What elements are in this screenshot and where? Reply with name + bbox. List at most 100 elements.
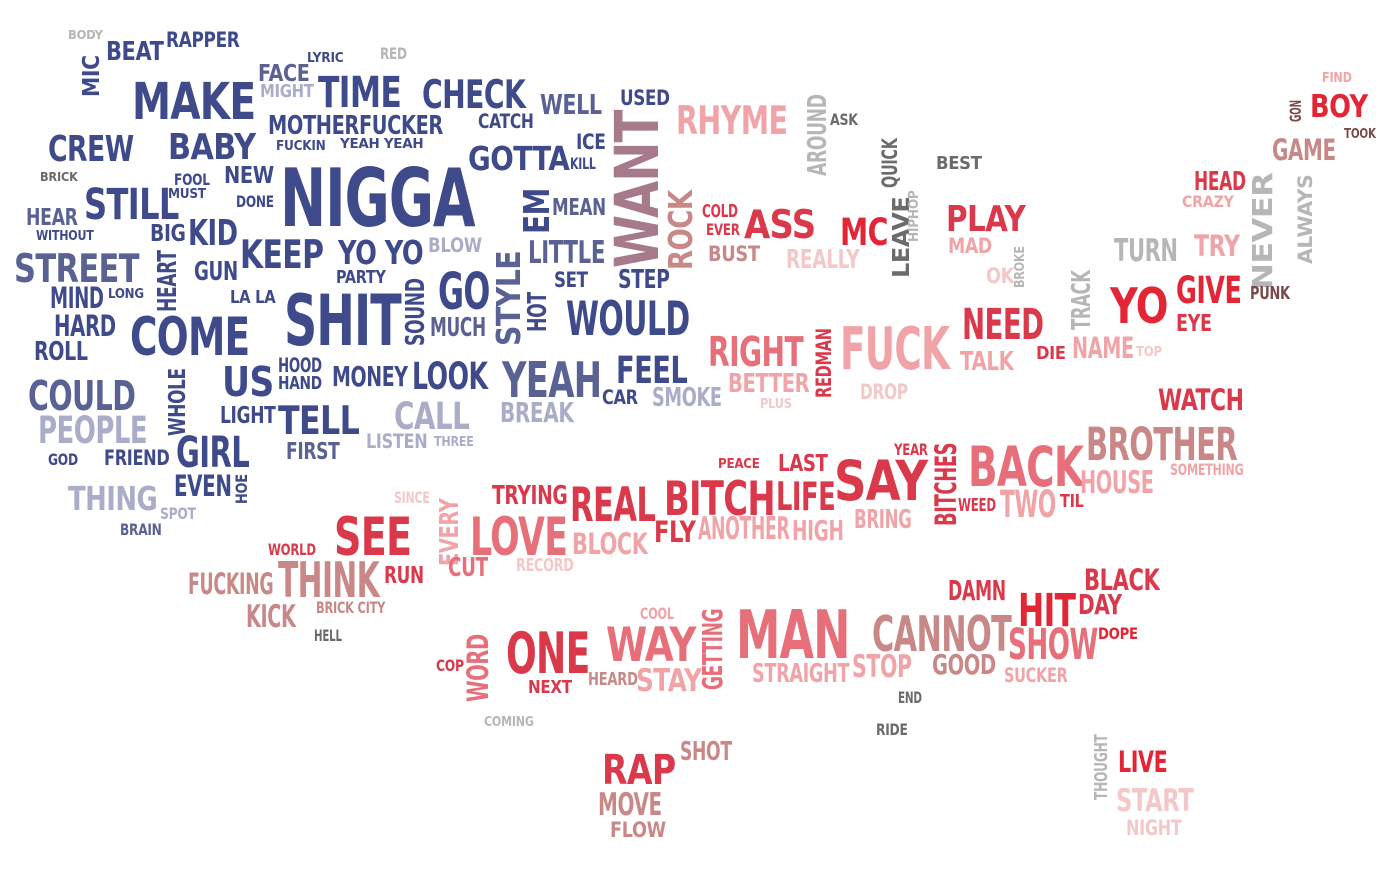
word-rhyme: RHYME — [676, 99, 788, 144]
word-fucking: FUCKING — [188, 567, 274, 601]
word-block: BLOCK — [572, 527, 648, 561]
word-boy: BOY — [1310, 89, 1368, 125]
word-another: ANOTHER — [698, 511, 790, 547]
word-em: EM — [517, 188, 558, 234]
word-come: COME — [130, 307, 250, 368]
word-us: US — [222, 358, 274, 406]
word-mic: MIC — [77, 55, 105, 97]
word-hood: HOOD — [278, 354, 322, 377]
word-end: END — [898, 688, 922, 707]
word-call: CALL — [394, 394, 470, 438]
word-heard: HEARD — [588, 670, 638, 690]
word-look: LOOK — [412, 354, 488, 398]
word-game: GAME — [1272, 133, 1336, 167]
word-kill: KILL — [570, 154, 596, 173]
word-much: MUCH — [430, 313, 486, 343]
word-real: REAL — [570, 478, 656, 533]
word-name: NAME — [1072, 331, 1134, 365]
word-beat: BEAT — [106, 37, 164, 67]
word-new: NEW — [224, 161, 274, 189]
word-man: MAN — [736, 596, 851, 674]
word-fool: FOOL — [174, 170, 210, 189]
word-street: STREET — [14, 247, 140, 292]
word-play: PLAY — [946, 199, 1026, 240]
word-must: MUST — [168, 186, 206, 202]
word-catch: CATCH — [478, 110, 534, 133]
word-need: NEED — [962, 300, 1044, 350]
word-around: AROUND — [803, 94, 833, 176]
word-took: TOOK — [1344, 126, 1376, 142]
word-day: DAY — [1078, 590, 1122, 621]
word-ok: OK — [986, 264, 1014, 289]
word-shit: SHIT — [284, 280, 402, 362]
word-better: BETTER — [728, 369, 810, 399]
word-yeah-yeah: YEAH YEAH — [340, 136, 424, 152]
word-face: FACE — [258, 59, 310, 87]
word-listen: LISTEN — [366, 430, 428, 453]
word-top: TOP — [1136, 344, 1162, 360]
word-gun: GUN — [194, 257, 238, 287]
word-something: SOMETHING — [1170, 460, 1244, 479]
word-world: WORLD — [268, 540, 316, 559]
word-whole: WHOLE — [163, 368, 191, 436]
word-watch: WATCH — [1158, 383, 1244, 417]
word-people: PEOPLE — [38, 408, 148, 452]
word-shot: SHOT — [680, 737, 732, 767]
word-turn: TURN — [1114, 233, 1178, 269]
word-drop: DROP — [860, 380, 908, 405]
word-always: ALWAYS — [1294, 174, 1317, 264]
word-party: PARTY — [336, 268, 386, 288]
word-try: TRY — [1194, 229, 1240, 263]
word-damn: DAMN — [948, 576, 1006, 607]
word-hand: HAND — [278, 374, 322, 394]
word-rock: ROCK — [661, 190, 700, 270]
word-black: BLACK — [1084, 563, 1160, 597]
word-used: USED — [620, 86, 670, 111]
word-blow: BLOW — [428, 234, 482, 257]
word-brother: BROTHER — [1086, 418, 1238, 471]
word-hot: HOT — [523, 292, 553, 332]
word-fuckin: FUCKIN — [276, 138, 326, 154]
word-good: GOOD — [932, 650, 996, 681]
word-never: NEVER — [1248, 172, 1279, 290]
word-god: GOD — [48, 450, 78, 469]
word-three: THREE — [434, 434, 474, 450]
word-thing: THING — [68, 479, 158, 518]
word-record: RECORD — [516, 556, 574, 576]
word-say: SAY — [834, 449, 928, 513]
word-flow: FLOW — [610, 818, 666, 843]
word-baby: BABY — [168, 127, 256, 168]
word-straight: STRAIGHT — [752, 659, 850, 689]
word-til: TIL — [1060, 492, 1084, 512]
word-really: REALLY — [786, 245, 860, 275]
word-set: SET — [554, 268, 588, 293]
word-ask: ASK — [830, 110, 858, 129]
word-bitches: BITCHES — [929, 442, 963, 526]
word-weed: WEED — [958, 496, 996, 516]
word-kid: KID — [188, 213, 238, 254]
word-stay: STAY — [636, 663, 702, 699]
word-spot: SPOT — [160, 504, 196, 523]
word-would: WOULD — [566, 292, 690, 347]
word-cold: COLD — [702, 202, 738, 222]
word-dope: DOPE — [1098, 624, 1138, 643]
word-heart: HEART — [153, 250, 183, 312]
word-money: MONEY — [332, 362, 408, 393]
word-rap: RAP — [602, 746, 676, 794]
word-tell: TELL — [278, 399, 360, 444]
word-life: LIFE — [776, 475, 836, 520]
word-quick: QUICK — [878, 138, 903, 188]
word-mad: MAD — [948, 234, 992, 259]
word-best: BEST — [936, 154, 982, 174]
word-hard: HARD — [54, 309, 116, 343]
word-motherfucker: MOTHERFUCKER — [268, 111, 443, 141]
word-roll: ROLL — [34, 337, 88, 367]
word-find: FIND — [1322, 70, 1352, 86]
word-give: GIVE — [1176, 268, 1242, 312]
word-two: TWO — [1000, 482, 1056, 526]
word-friend: FRIEND — [104, 446, 170, 471]
word-high: HIGH — [792, 516, 844, 547]
word-since: SINCE — [394, 488, 430, 507]
word-move: MOVE — [598, 787, 662, 823]
word-trying: TRYING — [492, 481, 568, 511]
